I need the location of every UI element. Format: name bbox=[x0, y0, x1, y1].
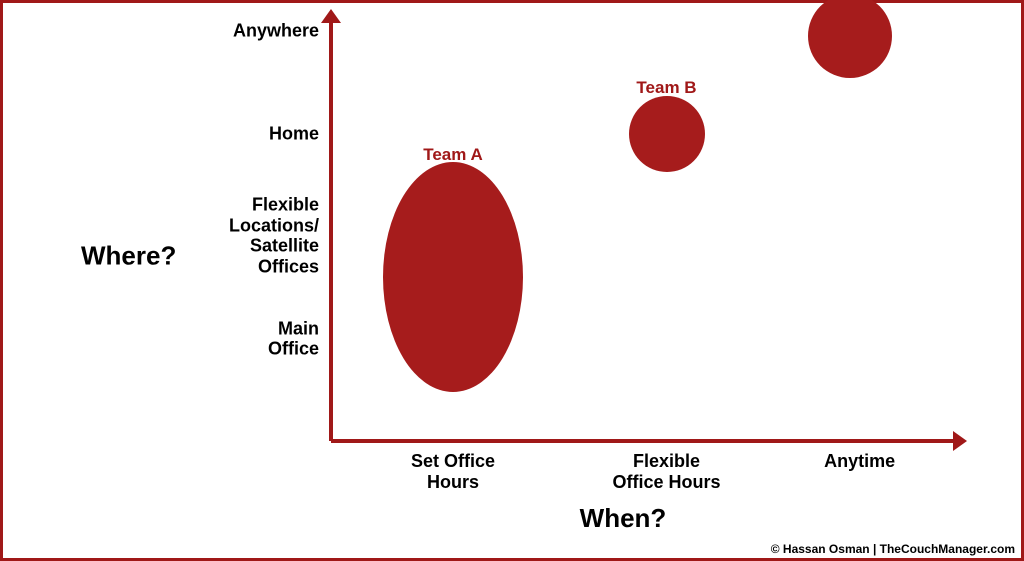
bubble bbox=[808, 0, 892, 78]
y-tick-label: Main Office bbox=[268, 318, 331, 359]
chart-frame: Main Office Flexible Locations/ Satellite… bbox=[0, 0, 1024, 561]
plot-area: Main OfficeFlexible Locations/ Satellite… bbox=[331, 31, 941, 441]
y-tick-label: Home bbox=[269, 123, 331, 144]
copyright-text: © Hassan Osman | TheCouchManager.com bbox=[771, 542, 1015, 556]
x-tick-label: Set Office Hours bbox=[411, 441, 495, 492]
bubble-label: Team A bbox=[423, 145, 483, 165]
x-tick-label: Flexible Office Hours bbox=[612, 441, 720, 492]
bubble bbox=[629, 96, 705, 172]
x-axis-arrow bbox=[953, 431, 967, 451]
y-axis-title: Where? bbox=[81, 241, 176, 272]
x-axis-title: When? bbox=[580, 503, 667, 534]
bubble bbox=[383, 162, 523, 392]
y-tick-label: Flexible Locations/ Satellite Offices bbox=[229, 195, 331, 278]
y-tick-label: Anywhere bbox=[233, 21, 331, 42]
x-tick-label: Anytime bbox=[824, 441, 895, 472]
bubble-label: Team B bbox=[636, 78, 696, 98]
